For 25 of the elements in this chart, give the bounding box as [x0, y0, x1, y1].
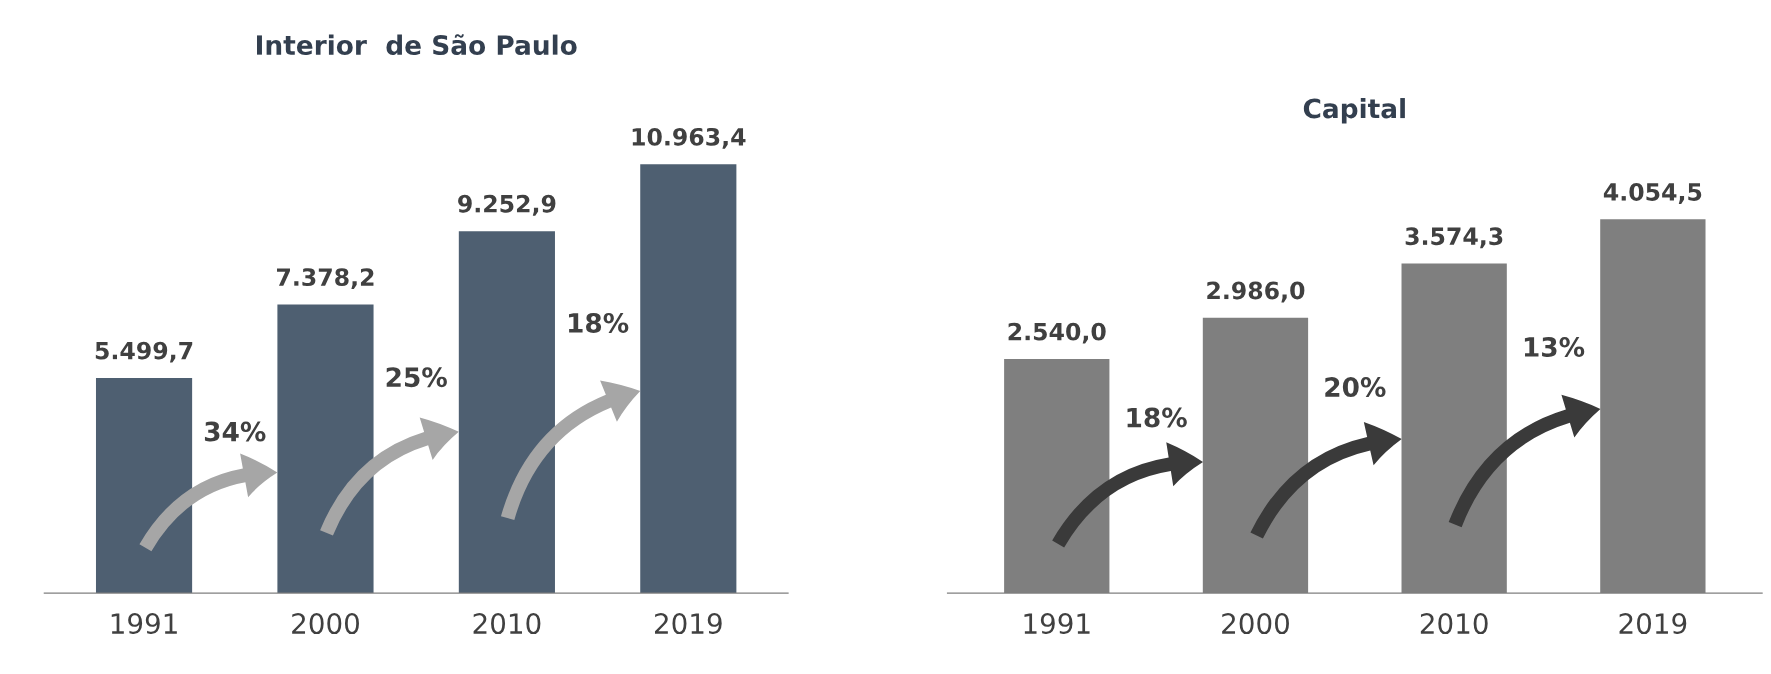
chart-title: Capital [1303, 98, 1405, 124]
annotation: 13% [1524, 336, 1585, 357]
annotation: 18% [1127, 407, 1187, 428]
x-tick-label: 2019 [655, 613, 722, 635]
x-tick-label: 2000 [1222, 613, 1289, 635]
x-tick-label: 2010 [1420, 613, 1488, 635]
x-tick-label: 1991 [111, 613, 177, 635]
data-label: 3.574,3 [1405, 227, 1503, 249]
annotation: 25% [386, 367, 447, 388]
chart-title: Interior de São Paulo [257, 34, 577, 56]
data-label: 5.499,7 [95, 341, 193, 363]
x-tick-label: 2010 [473, 613, 541, 635]
annotation: 20% [1325, 377, 1386, 398]
data-label: 9.252,9 [458, 194, 556, 216]
annotation: 34% [204, 421, 266, 442]
x-tick-label: 2000 [292, 613, 359, 635]
data-label: 2.986,0 [1207, 281, 1305, 303]
annotation: 18% [569, 312, 629, 333]
data-label: 4.054,5 [1603, 183, 1702, 204]
data-label: 2.540,0 [1008, 322, 1106, 344]
bar [640, 164, 737, 594]
data-label: 7.378,2 [277, 268, 374, 290]
data-label: 10.963,4 [632, 127, 746, 149]
x-tick-label: 1991 [1024, 613, 1090, 635]
x-tick-label: 2019 [1619, 613, 1687, 635]
